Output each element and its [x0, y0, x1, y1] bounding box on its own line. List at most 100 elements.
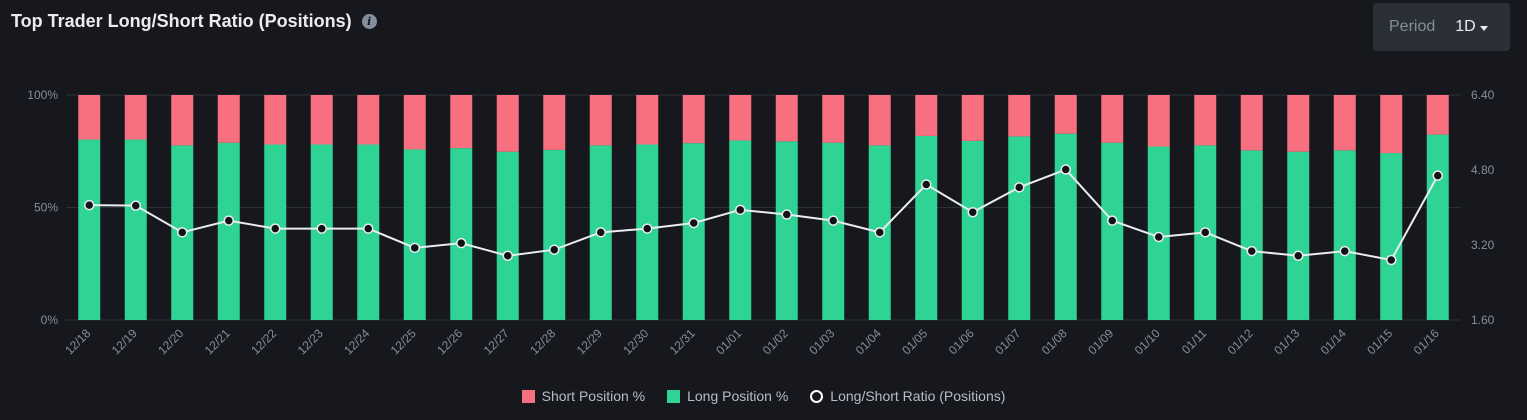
x-tick-label: 12/19: [109, 326, 140, 357]
bar-short: [1194, 95, 1217, 146]
x-tick-label: 12/27: [481, 326, 512, 357]
legend-label-ratio: Long/Short Ratio (Positions): [830, 388, 1006, 404]
ratio-point: [456, 237, 467, 249]
y-right-tick-label: 3.20: [1471, 238, 1495, 252]
x-tick-label: 12/23: [295, 326, 326, 357]
bar-short: [961, 95, 984, 141]
bar-short: [729, 95, 752, 141]
x-tick-label: 01/07: [992, 326, 1023, 357]
bar-short: [1101, 95, 1124, 143]
x-tick-label: 12/22: [248, 326, 279, 357]
bar-short: [496, 95, 519, 152]
legend-label-long: Long Position %: [687, 388, 789, 404]
bar-long: [543, 149, 566, 320]
x-tick-label: 01/08: [1039, 326, 1070, 357]
y-right-tick-label: 4.80: [1471, 163, 1495, 177]
bar-short: [171, 95, 194, 146]
y-right-tick-label: 1.60: [1471, 313, 1495, 327]
chevron-down-icon[interactable]: [1479, 25, 1488, 31]
x-tick-label: 12/28: [527, 326, 558, 357]
bar-long: [915, 135, 938, 320]
period-label: Period: [1389, 18, 1436, 35]
legend-item-long[interactable]: Long Position %: [667, 388, 788, 404]
x-tick-label: 01/15: [1364, 326, 1395, 357]
x-tick-label: 12/30: [620, 326, 651, 357]
x-tick-label: 01/09: [1085, 326, 1116, 357]
ratio-point: [177, 227, 188, 238]
info-icon[interactable]: i: [361, 14, 377, 29]
ratio-point: [1386, 254, 1397, 266]
x-tick-label: 12/18: [62, 326, 93, 357]
x-tick-label: 01/03: [806, 326, 837, 357]
bar-short: [217, 95, 240, 143]
x-tick-label: 01/10: [1132, 326, 1163, 357]
bar-short: [543, 95, 566, 150]
bar-long: [1426, 134, 1449, 320]
legend-swatch-ratio: [810, 389, 824, 403]
bar-long: [822, 142, 845, 320]
legend-swatch-short: [521, 389, 535, 403]
bar-short: [1333, 95, 1356, 151]
bar-long: [729, 140, 752, 320]
x-tick-label: 12/29: [574, 326, 605, 357]
legend-item-short[interactable]: Short Position %: [521, 388, 646, 404]
bar-long: [1008, 136, 1031, 320]
bar-long: [78, 139, 101, 320]
x-tick-label: 01/16: [1411, 326, 1442, 357]
ratio-point: [1293, 250, 1304, 262]
chart-title-text: Top Trader Long/Short Ratio (Positions): [11, 11, 352, 31]
bar-short: [78, 95, 101, 140]
bar-short: [822, 95, 845, 143]
ratio-point: [688, 217, 699, 229]
period-value[interactable]: 1D: [1455, 18, 1476, 35]
y-left-tick-label: 50%: [34, 201, 58, 215]
bar-short: [264, 95, 287, 145]
bar-long: [1101, 142, 1124, 320]
ratio-point: [223, 215, 234, 226]
x-tick-label: 01/04: [853, 326, 884, 357]
bar-long: [1287, 151, 1310, 320]
bar-long: [403, 149, 426, 320]
ratio-point: [270, 223, 281, 234]
chart-legend: Short Position % Long Position % Long/Sh…: [0, 388, 1527, 404]
bar-long: [1380, 153, 1403, 320]
bar-long: [1240, 150, 1263, 320]
legend-label-short: Short Position %: [541, 388, 646, 404]
x-tick-label: 01/05: [899, 326, 930, 357]
y-right-tick-label: 6.40: [1471, 88, 1495, 102]
bar-long: [496, 151, 519, 320]
x-tick-label: 01/11: [1179, 326, 1210, 357]
x-tick-label: 01/01: [713, 326, 744, 357]
ratio-point: [781, 209, 792, 220]
bar-short: [775, 95, 798, 142]
legend-item-ratio[interactable]: Long/Short Ratio (Positions): [810, 388, 1005, 404]
ratio-point: [642, 223, 653, 234]
chart-area: 100% 50% 0% 6.40 4.80 3.20 1.60 12/18 12/19 12/20…: [27, 88, 1495, 357]
ratio-point: [874, 227, 885, 238]
bar-short: [682, 95, 705, 144]
bar-long: [124, 139, 147, 320]
bar-long: [1054, 133, 1077, 320]
bar-short: [1147, 95, 1170, 147]
period-selector[interactable]: Period 1D: [1373, 3, 1510, 51]
bar-short: [589, 95, 612, 146]
x-tick-label: 12/21: [202, 326, 233, 357]
x-tick-label: 12/20: [155, 326, 186, 357]
y-left-tick-label: 100%: [27, 88, 58, 102]
bar-short: [1380, 95, 1403, 154]
bar-long: [450, 148, 473, 320]
ratio-point: [84, 199, 95, 211]
ratio-line: [89, 168, 1439, 262]
bar-long: [961, 140, 984, 320]
bar-long: [775, 141, 798, 320]
ratio-point: [595, 227, 606, 238]
ratio-point: [502, 250, 513, 262]
x-tick-label: 12/26: [434, 326, 465, 357]
bar-short: [1008, 95, 1031, 137]
bar-long: [1333, 150, 1356, 320]
ratio-point: [921, 179, 932, 190]
ratio-point: [1014, 182, 1025, 193]
ratio-point: [735, 204, 746, 216]
ratio-point: [828, 215, 839, 226]
bar-short: [450, 95, 473, 149]
